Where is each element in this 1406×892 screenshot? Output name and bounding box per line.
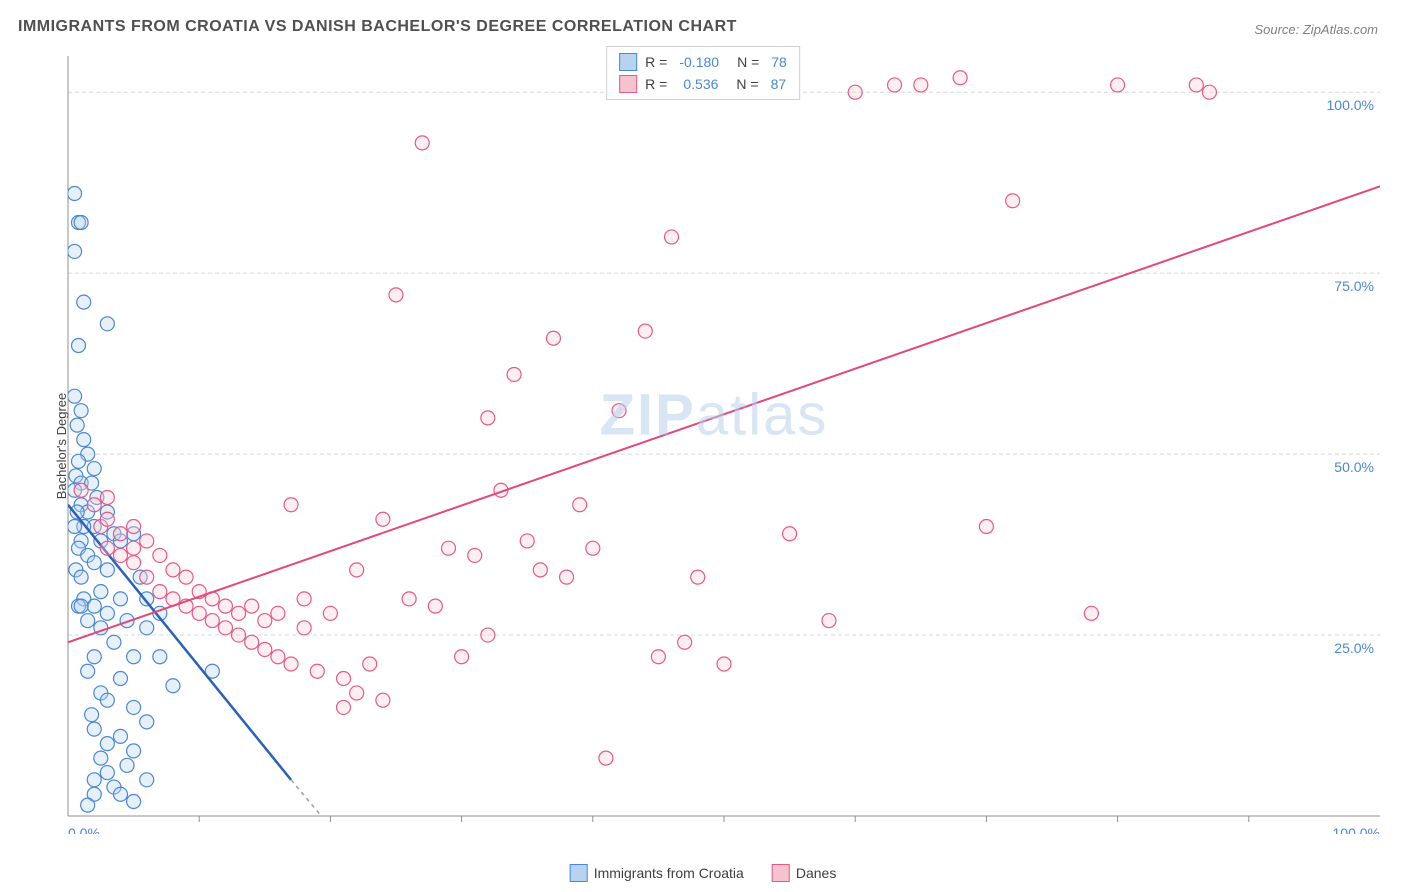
svg-text:50.0%: 50.0% (1334, 459, 1374, 475)
legend-item-danes: Danes (772, 864, 836, 882)
correlation-legend: R = -0.180 N = 78 R = 0.536 N = 87 (606, 46, 800, 100)
legend-row-danes: R = 0.536 N = 87 (619, 73, 787, 95)
chart-title: IMMIGRANTS FROM CROATIA VS DANISH BACHEL… (18, 18, 737, 36)
source-attribution: Source: ZipAtlas.com (1254, 22, 1378, 37)
chart-container: IMMIGRANTS FROM CROATIA VS DANISH BACHEL… (0, 0, 1406, 892)
legend-swatch-danes (619, 75, 637, 93)
series-legend: Immigrants from Croatia Danes (570, 864, 837, 882)
svg-text:0.0%: 0.0% (68, 825, 100, 834)
svg-text:25.0%: 25.0% (1334, 640, 1374, 656)
legend-swatch-icon (570, 864, 588, 882)
legend-row-croatia: R = -0.180 N = 78 (619, 51, 787, 73)
legend-item-croatia: Immigrants from Croatia (570, 864, 744, 882)
svg-text:100.0%: 100.0% (1327, 97, 1374, 113)
chart-area: 25.0%50.0%75.0%100.0%0.0%100.0% ZIPatlas (48, 44, 1380, 834)
scatter-plot-svg: 25.0% 50.0% 75.0% 100.0% 0.0% 100.0% (48, 44, 1380, 834)
legend-swatch-croatia (619, 53, 637, 71)
svg-text:75.0%: 75.0% (1334, 278, 1374, 294)
svg-text:100.0%: 100.0% (1333, 825, 1380, 834)
legend-swatch-icon (772, 864, 790, 882)
y-axis-label: Bachelor's Degree (54, 393, 69, 500)
